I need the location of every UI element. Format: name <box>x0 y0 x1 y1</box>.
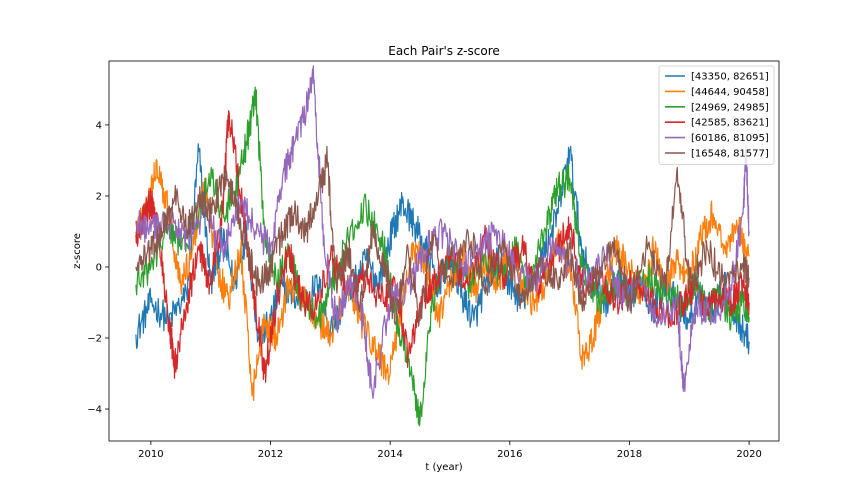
legend-entry: [42585, 83621] <box>691 118 769 129</box>
x-tick-label: 2014 <box>377 449 402 460</box>
legend-entry: [24969, 24985] <box>691 102 769 113</box>
x-axis: 2010 2012 2014 2016 2018 2020 <box>138 441 762 460</box>
y-tick-label: −4 <box>87 405 102 416</box>
series-line-5 <box>135 65 750 399</box>
legend-entry: [44644, 90458] <box>691 87 769 98</box>
legend-entry: [60186, 81095] <box>691 133 769 144</box>
legend: [43350, 82651] [44644, 90458] [24969, 2498… <box>658 65 775 165</box>
x-tick-label: 2016 <box>497 449 522 460</box>
x-tick-label: 2010 <box>138 449 163 460</box>
y-axis: −4 −2 0 2 4 <box>87 120 109 416</box>
y-axis-label: z-score <box>72 233 83 269</box>
legend-box <box>658 65 775 165</box>
plot-frame <box>108 60 780 442</box>
x-tick-label: 2018 <box>617 449 642 460</box>
legend-entry: [16548, 81577] <box>691 149 769 160</box>
x-tick-label: 2020 <box>736 449 761 460</box>
x-tick-label: 2012 <box>258 449 283 460</box>
series-line-6 <box>135 145 750 327</box>
y-tick-label: 0 <box>96 262 102 273</box>
y-tick-label: 2 <box>96 191 102 202</box>
series-lines <box>135 65 750 427</box>
y-tick-label: −2 <box>87 334 102 345</box>
legend-entry: [43350, 82651] <box>691 72 769 83</box>
series-line-4 <box>135 110 750 383</box>
x-axis-label: t (year) <box>425 462 462 473</box>
y-tick-label: 4 <box>96 120 102 131</box>
chart-title: Each Pair's z-score <box>388 44 500 58</box>
